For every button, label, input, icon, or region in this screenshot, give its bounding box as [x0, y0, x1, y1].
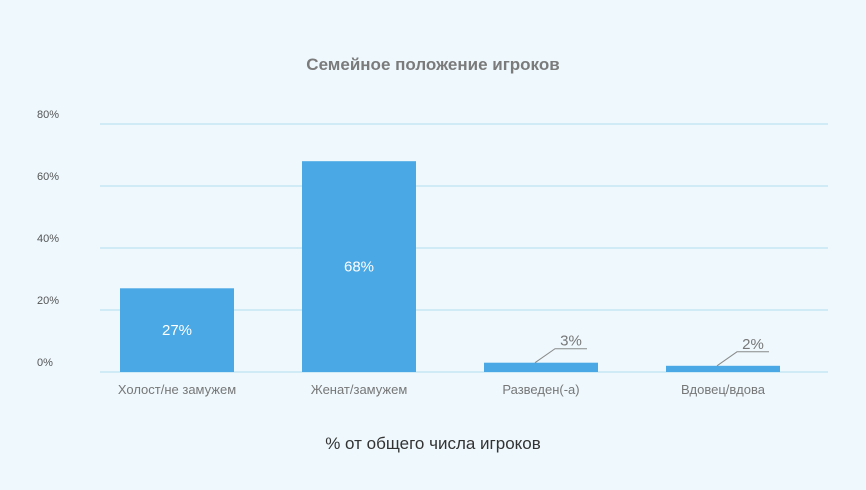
x-tick-label: Вдовец/вдова — [681, 382, 766, 397]
bar — [120, 288, 234, 372]
data-label: 27% — [162, 322, 192, 339]
x-axis-label: % от общего числа игроков — [325, 434, 541, 453]
y-tick-label: 0% — [37, 357, 53, 369]
data-label-leader — [716, 351, 769, 367]
chart-title: Семейное положение игроков — [306, 55, 559, 74]
data-label: 3% — [560, 333, 582, 350]
y-axis-ticks: 0% 20% 40% 60% 80% — [37, 109, 59, 369]
y-tick-label: 80% — [37, 109, 59, 121]
data-label: 68% — [344, 259, 374, 276]
x-tick-label: Разведен(-а) — [502, 382, 579, 397]
y-tick-label: 40% — [37, 233, 59, 245]
y-tick-label: 20% — [37, 295, 59, 307]
data-label: 2% — [742, 336, 764, 353]
bar — [484, 362, 598, 372]
x-axis-ticks: Холост/не замужем Женат/замужем Разведен(-… — [118, 382, 766, 397]
x-tick-label: Женат/замужем — [311, 382, 408, 397]
y-tick-label: 60% — [37, 171, 59, 183]
bar — [302, 161, 416, 372]
data-label-leader — [534, 348, 587, 364]
bar — [666, 365, 780, 372]
x-tick-label: Холост/не замужем — [118, 382, 236, 397]
bars: 27% 68% 3% 2% — [120, 161, 780, 372]
